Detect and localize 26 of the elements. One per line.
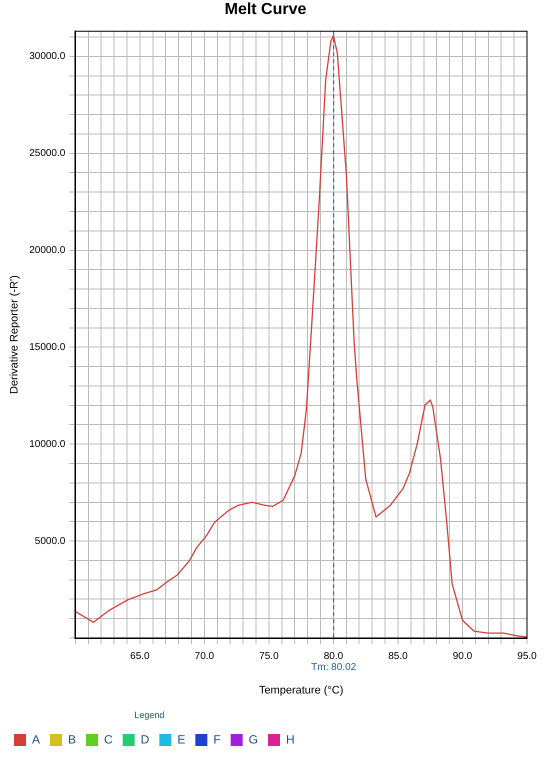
legend-label: E xyxy=(177,732,186,746)
y-tick-label: 25000.0 xyxy=(29,148,66,160)
y-axis-title: Derivative Reporter (-R') xyxy=(8,275,21,394)
y-tick-label: 5000.0 xyxy=(34,536,66,547)
legend-label: G xyxy=(248,732,258,746)
legend-label: F xyxy=(213,732,221,746)
x-tick-label: 95.0 xyxy=(517,650,538,662)
x-tick-label: 65.0 xyxy=(130,650,150,662)
x-tick-label: 75.0 xyxy=(259,650,280,662)
x-tick-label: 70.0 xyxy=(194,650,215,662)
y-tick-label: 15000.0 xyxy=(29,342,66,353)
ref-line-label: Tm: 80.02 xyxy=(311,662,357,673)
legend-label: A xyxy=(32,732,40,746)
legend-label: H xyxy=(286,732,295,746)
x-axis-title: Temperature (°C) xyxy=(258,684,344,697)
chart-title: Melt Curve xyxy=(224,1,306,18)
legend-label: B xyxy=(68,732,76,746)
y-tick-label: 20000.0 xyxy=(29,245,66,256)
x-tick-label: 90.0 xyxy=(452,650,473,662)
legend-title: Legend xyxy=(134,710,164,720)
y-tick-label: 10000.0 xyxy=(29,438,66,450)
x-tick-label: 80.0 xyxy=(324,650,344,662)
y-tick-label: 30000.0 xyxy=(29,51,66,62)
legend-label: C xyxy=(104,732,114,746)
legend-label: D xyxy=(140,732,150,746)
x-tick-label: 85.0 xyxy=(388,650,408,662)
